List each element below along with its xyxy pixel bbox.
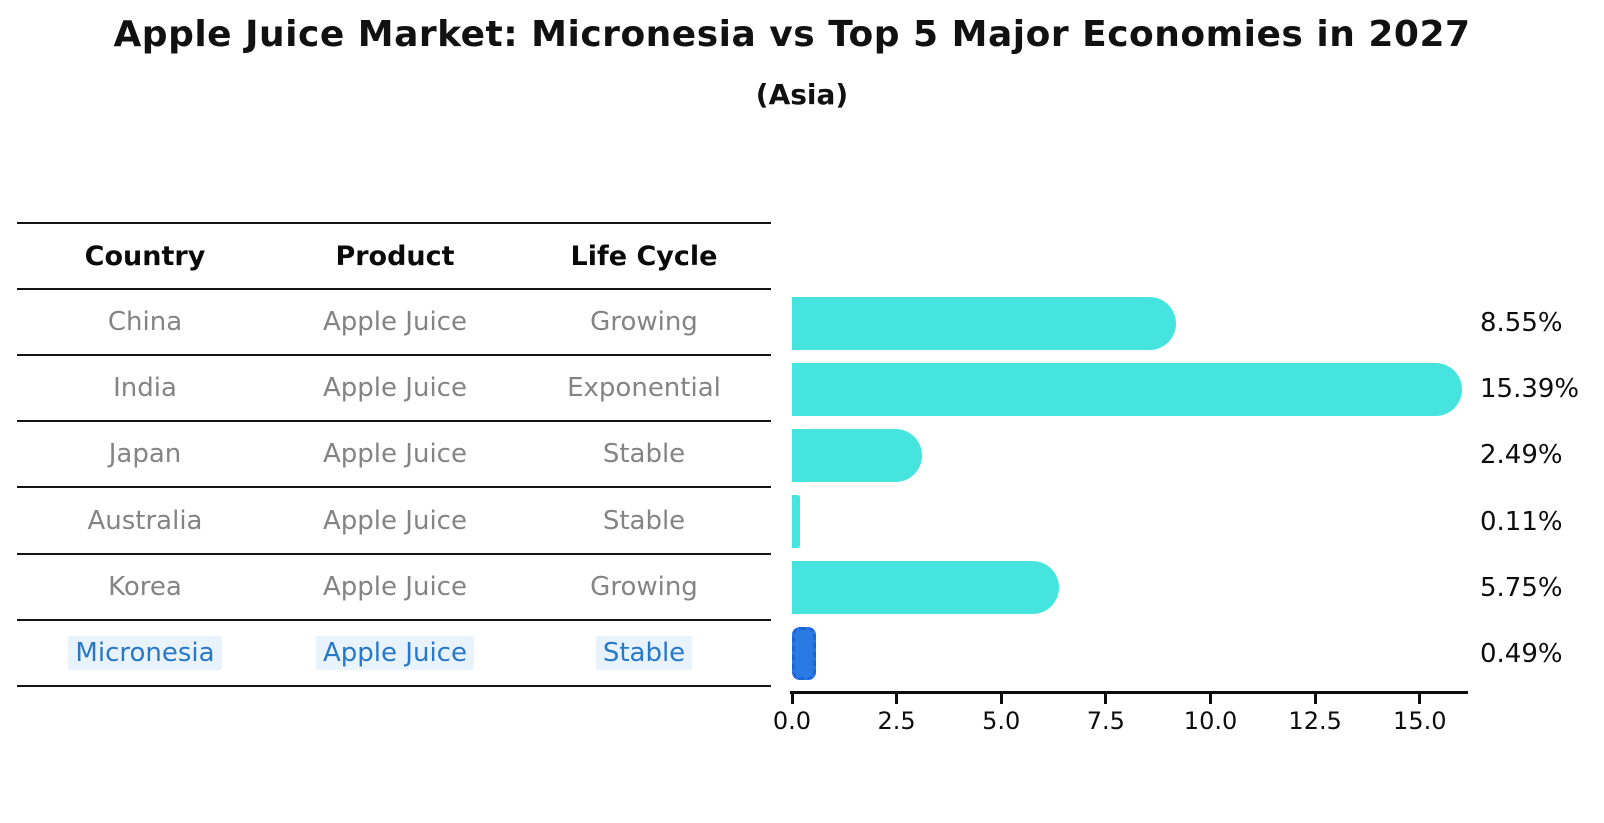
x-tick-mark <box>1313 694 1317 704</box>
table-cell-life-cycle: Growing <box>517 307 771 337</box>
table-row: Micronesia Apple Juice Stable <box>17 621 771 687</box>
table-cell-product: Apple Juice <box>273 439 517 469</box>
table-header-lifecycle: Life Cycle <box>570 240 718 272</box>
table-cell-product: Apple Juice <box>273 307 517 337</box>
table-cell-life-cycle: Stable <box>517 506 771 536</box>
bar-highlight-micronesia <box>792 627 816 681</box>
table-cell-text: Apple Juice <box>323 373 467 404</box>
table-cell-life-cycle: Growing <box>517 572 771 602</box>
x-tick-label: 5.0 <box>982 707 1021 735</box>
bar-india <box>792 362 1463 416</box>
table-cell-text: Apple Juice <box>323 505 467 536</box>
bar-value-label: 15.39% <box>1480 374 1580 405</box>
x-tick-mark <box>790 694 794 704</box>
table-cell-text: Micronesia <box>68 635 222 670</box>
table-header-country: Country <box>84 240 206 272</box>
bar-japan <box>792 428 923 482</box>
table-cell-life-cycle: Exponential <box>517 373 771 403</box>
table-cell-text: Apple Juice <box>323 307 467 338</box>
table-header-row: Country Product Life Cycle <box>17 224 771 290</box>
bar-australia <box>792 495 800 549</box>
table-cell-country: Japan <box>17 439 273 469</box>
x-tick-label: 2.5 <box>877 707 916 735</box>
table-cell-product: Apple Juice <box>273 635 517 670</box>
table-cell-text: Apple Juice <box>323 571 467 602</box>
x-tick-mark <box>1418 694 1422 704</box>
x-tick-mark <box>999 694 1003 704</box>
table-cell-text: Exponential <box>567 373 721 404</box>
table-cell-country: China <box>17 307 273 337</box>
chart-subtitle: (Asia) <box>755 78 849 111</box>
table-cell-text: Stable <box>602 505 686 536</box>
table-cell-text: Korea <box>108 571 182 602</box>
table-cell-text: Apple Juice <box>316 635 474 670</box>
table-cell-country: Korea <box>17 572 273 602</box>
table-cell-life-cycle: Stable <box>517 635 771 670</box>
table-cell-text: Stable <box>602 439 686 470</box>
bar-china <box>792 296 1176 350</box>
bar-chart-plot-area <box>790 290 1468 687</box>
country-table: Country Product Life Cycle China Apple Ju… <box>17 222 771 687</box>
table-cell-life-cycle: Stable <box>517 439 771 469</box>
bar-value-label: 2.49% <box>1480 440 1563 471</box>
table-cell-text: Growing <box>590 307 698 338</box>
x-tick-label: 10.0 <box>1183 707 1238 735</box>
table-header-product: Product <box>335 240 455 272</box>
table-cell-product: Apple Juice <box>273 373 517 403</box>
value-labels-column: 8.55% 15.39% 2.49% 0.11% 5.75% 0.49% <box>1480 290 1600 687</box>
table-cell-text: Apple Juice <box>323 439 467 470</box>
table-cell-country: India <box>17 373 273 403</box>
bar-value-label: 0.49% <box>1480 638 1563 669</box>
table-cell-text: Japan <box>108 439 182 470</box>
x-axis-ticks: 0.0 2.5 5.0 7.5 10.0 12.5 15.0 <box>773 694 1472 754</box>
x-tick-mark <box>895 694 899 704</box>
table-body: China Apple Juice Growing India Apple Juice E… <box>17 290 771 687</box>
table-cell-text: India <box>113 373 177 404</box>
table-row: Korea Apple Juice Growing <box>17 555 771 621</box>
table-cell-product: Apple Juice <box>273 506 517 536</box>
x-tick-mark <box>1209 694 1213 704</box>
table-cell-country: Micronesia <box>17 635 273 670</box>
x-tick-label: 15.0 <box>1393 707 1447 735</box>
table-row: Japan Apple Juice Stable <box>17 422 771 489</box>
bar-value-label: 5.75% <box>1480 572 1563 603</box>
table-cell-country: Australia <box>17 506 273 536</box>
table-cell-text: China <box>107 307 183 338</box>
x-tick-label: 7.5 <box>1086 707 1125 735</box>
table-cell-text: Growing <box>590 571 698 602</box>
bar-value-label: 8.55% <box>1480 308 1563 339</box>
bar-korea <box>792 561 1059 615</box>
table-row: India Apple Juice Exponential <box>17 356 771 423</box>
table-row: China Apple Juice Growing <box>17 290 771 357</box>
bar-value-label: 0.11% <box>1480 506 1563 537</box>
x-tick-label: 0.0 <box>772 707 812 735</box>
table-row: Australia Apple Juice Stable <box>17 488 771 555</box>
x-axis-line <box>790 691 1468 694</box>
table-cell-text: Australia <box>87 505 203 536</box>
chart-title: Apple Juice Market: Micronesia vs Top 5 … <box>113 14 1471 55</box>
x-tick-mark <box>1104 694 1108 704</box>
table-cell-product: Apple Juice <box>273 572 517 602</box>
x-tick-label: 12.5 <box>1288 707 1342 735</box>
table-cell-text: Stable <box>595 635 693 670</box>
